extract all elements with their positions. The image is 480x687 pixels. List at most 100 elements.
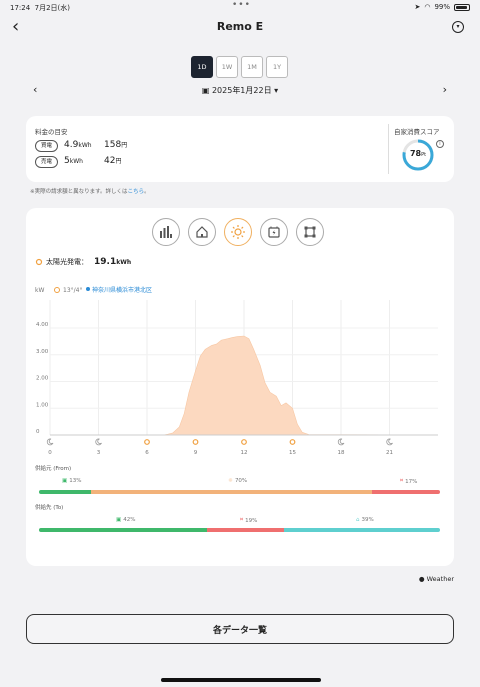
mix-from-grid-label: ⌗ 17% [400, 478, 418, 485]
y-tick-label: 4.00 [36, 322, 49, 328]
mix-to-title: 供給先 (To) [35, 505, 64, 511]
mix-from-battery-label: ▣ 13% [62, 478, 82, 484]
forecast-sun-icon [192, 439, 199, 445]
x-tick-label: 12 [241, 450, 248, 456]
disclaimer-note: ※実際の請求額と異なります。詳しくはこちら。 [30, 189, 150, 195]
score-gauge[interactable]: 78Pt [401, 138, 435, 172]
status-time: 17:24 7月2日(水) [10, 4, 71, 12]
mix-to-house-label: ⌂ 39% [356, 517, 374, 523]
sell-row: 売電 5kWh 42円 [35, 156, 121, 168]
battery-storage-icon [268, 226, 280, 238]
range-selector: 1D 1W 1M 1Y [191, 56, 288, 78]
range-1m[interactable]: 1M [241, 56, 263, 78]
location-pin-icon [86, 287, 90, 291]
forecast-moon-icon [95, 438, 102, 446]
x-tick-label: 6 [145, 450, 149, 456]
range-1w[interactable]: 1W [216, 56, 238, 78]
sun-icon [231, 225, 245, 239]
buy-kwh: 4.9kWh [64, 140, 92, 150]
calendar-icon: ▣ [201, 86, 210, 95]
y-tick-label: 1.00 [36, 402, 49, 408]
x-tick-label: 9 [194, 450, 198, 456]
y-axis-label: kW [35, 287, 44, 294]
next-date-icon[interactable]: › [442, 83, 447, 96]
sell-yen: 42円 [104, 156, 122, 166]
bar-chart-icon [160, 226, 172, 238]
sell-tag: 売電 [35, 156, 59, 168]
mix-from-bar [39, 490, 440, 494]
multitask-dots[interactable]: ••• [232, 0, 251, 10]
caret-down-icon: ▾ [274, 86, 279, 95]
selected-date: 2025年1月22日 [211, 86, 272, 95]
battery-icon [454, 3, 470, 11]
page-title: Remo E [216, 20, 264, 33]
grid-icon [304, 226, 316, 238]
weather-location: 神奈川県横浜市港北区 [92, 286, 152, 294]
data-list-button[interactable]: 各データ一覧 [26, 614, 454, 644]
details-link[interactable]: こちら [127, 189, 145, 195]
house-icon [196, 226, 208, 238]
y-tick-label: 2.00 [36, 376, 49, 382]
mix-from-solar-label: ☼ 70% [228, 478, 248, 484]
battery-percent: 99% [434, 3, 450, 11]
date-navigation: ‹ ▣ 2025年1月22日 ▾ › [0, 83, 480, 98]
weather-sun-icon [54, 287, 60, 293]
apple-icon: ● [418, 575, 425, 583]
sell-kwh: 5kWh [64, 156, 83, 166]
range-1y[interactable]: 1Y [266, 56, 288, 78]
prev-date-icon[interactable]: ‹ [33, 83, 38, 96]
info-icon[interactable]: i [436, 140, 444, 148]
header: ‹ Remo E ▾ [0, 16, 480, 40]
house-small-icon: ⌂ [356, 517, 360, 523]
tab-house[interactable] [188, 218, 216, 246]
status-right: ➤ ◠ 99% [414, 3, 470, 11]
sun-small-icon: ☼ [228, 478, 233, 484]
battery-small-icon: ▣ [62, 478, 68, 484]
generation-value: 19.1kWh [94, 257, 132, 267]
buy-tag: 買電 [35, 140, 59, 152]
generation-summary: 太陽光発電： 19.1kWh [35, 257, 131, 267]
forecast-moon-icon [386, 438, 393, 446]
x-tick-label: 3 [97, 450, 101, 456]
summary-divider [388, 124, 389, 174]
date-picker[interactable]: ▣ 2025年1月22日 ▾ [0, 85, 480, 96]
tab-solar[interactable] [224, 218, 252, 246]
back-icon[interactable]: ‹ [12, 16, 20, 37]
mix-segment-grid [371, 490, 440, 494]
generation-label: 太陽光発電： [46, 258, 88, 266]
y-tick-label: 0 [36, 429, 40, 435]
status-bar: 17:24 7月2日(水) ••• ➤ ◠ 99% [0, 0, 480, 14]
battery-small-icon: ▣ [116, 517, 122, 523]
x-tick-label: 15 [289, 450, 296, 456]
mix-segment-house [283, 528, 440, 532]
mix-segment-battery [39, 490, 92, 494]
forecast-sun-icon [241, 439, 247, 445]
mix-segment-grid [207, 528, 284, 532]
score-value: 78Pt [409, 149, 427, 158]
tab-grid[interactable] [296, 218, 324, 246]
tab-usage[interactable] [152, 218, 180, 246]
grid-small-icon: ⌗ [240, 517, 244, 523]
y-tick-label: 3.00 [36, 349, 49, 355]
home-indicator[interactable] [161, 678, 321, 682]
x-tick-label: 0 [48, 450, 52, 456]
score-label: 自家消費スコア [394, 128, 440, 136]
tab-battery[interactable] [260, 218, 288, 246]
x-tick-label: 21 [386, 450, 393, 456]
menu-icon[interactable]: ▾ [452, 21, 464, 33]
range-1d[interactable]: 1D [191, 56, 213, 78]
buy-row: 買電 4.9kWh 158円 [35, 140, 127, 152]
mix-to-grid-label: ⌗ 19% [240, 517, 258, 524]
forecast-sun-icon [144, 439, 150, 445]
weather-temperature: 13°/4° [63, 287, 82, 294]
grid-small-icon: ⌗ [400, 478, 404, 484]
location-icon: ➤ [414, 3, 421, 11]
forecast-sun-icon [289, 439, 296, 445]
x-tick-label: 18 [338, 450, 345, 456]
solar-area-series [50, 335, 439, 436]
forecast-moon-icon [46, 438, 54, 446]
mix-from-title: 供給元 (From) [35, 466, 72, 472]
mix-to-bar [39, 528, 440, 532]
cost-summary-label: 料金の目安 [35, 128, 68, 136]
generation-card: 太陽光発電： 19.1kWh kW 13°/4° 神奈川県横浜市港北区 0 1.00 2.… [26, 208, 454, 566]
